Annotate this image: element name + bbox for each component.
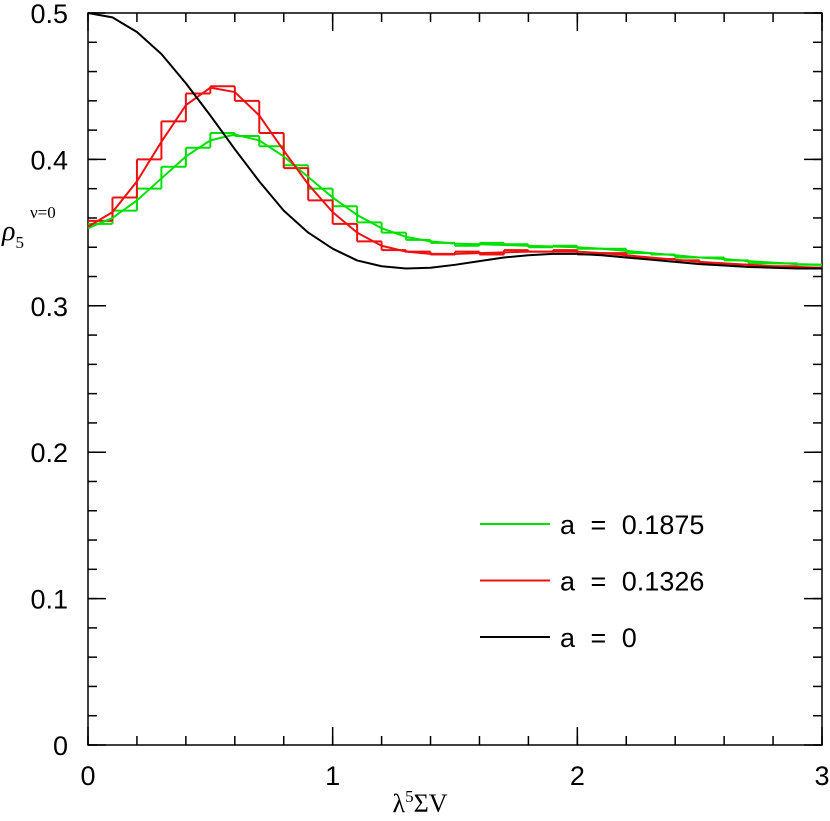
y-tick-label: 0.3	[30, 292, 68, 322]
x-tick-label: 0	[80, 761, 95, 791]
series-line	[87, 12, 822, 270]
y-label-base: ρ	[1, 216, 15, 247]
series-line	[87, 86, 823, 269]
x-tick-label: 3	[814, 761, 829, 791]
x-tick-label: 1	[325, 761, 340, 791]
legend-label: a = 0.1875	[560, 510, 704, 540]
y-label-sup: ν=0	[30, 203, 56, 222]
y-tick-label: 0.2	[30, 438, 68, 468]
y-label-sub: 5	[15, 233, 24, 252]
y-tick-label: 0	[53, 731, 68, 761]
series-line	[87, 133, 823, 266]
x-label-rest: ΣV	[414, 789, 448, 818]
x-label-base: λ	[392, 789, 405, 818]
legend-label: a = 0	[560, 623, 637, 653]
plot-frame	[87, 12, 823, 746]
x-axis-label: λ5ΣV	[392, 787, 447, 818]
y-tick-label: 0.4	[30, 145, 68, 175]
x-tick-label: 2	[570, 761, 585, 791]
y-tick-label: 0.5	[30, 0, 68, 29]
y-axis-label: ρ5 ν=0	[1, 203, 56, 252]
y-tick-label: 0.1	[30, 585, 68, 615]
legend-label: a = 0.1326	[560, 567, 704, 597]
x-label-sup: 5	[405, 787, 414, 806]
